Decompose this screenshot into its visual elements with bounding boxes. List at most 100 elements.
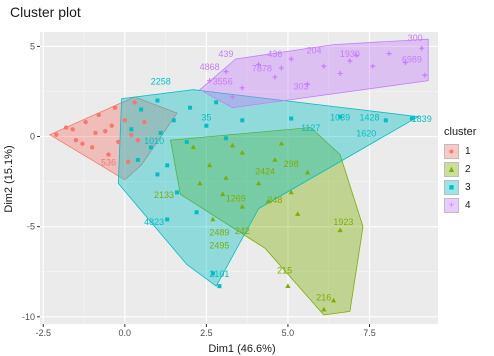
cluster-2-point-label: 1269 bbox=[226, 193, 246, 203]
cluster-2-point-label: 1923 bbox=[333, 217, 353, 227]
cluster-4-point-label: 3556 bbox=[213, 76, 233, 86]
cluster-2-point-label: 248 bbox=[267, 195, 282, 205]
cluster-1-point bbox=[112, 105, 118, 110]
cluster-4-point bbox=[337, 70, 343, 76]
cluster-4-point-label: 1930 bbox=[340, 49, 360, 59]
x-axis: -2.5 0.0 2.5 5.0 7.5 bbox=[36, 324, 376, 338]
cluster-4-point bbox=[370, 63, 376, 69]
x-tick-label: 2.5 bbox=[200, 328, 213, 338]
cluster-2-point-label: 242 bbox=[235, 226, 250, 236]
cluster-3-point-label: 1620 bbox=[356, 129, 376, 139]
y-axis-title: Dim2 (15.1%) bbox=[3, 145, 15, 212]
cluster-3-point bbox=[184, 139, 189, 144]
cluster-3-point bbox=[204, 123, 209, 128]
cluster-2-point-label: 2489 bbox=[209, 228, 229, 238]
legend-key: ■ bbox=[444, 179, 459, 195]
cluster-4-point bbox=[223, 69, 229, 75]
legend-label: 1 bbox=[465, 145, 471, 157]
cluster-2-point bbox=[278, 140, 285, 146]
cluster-4-point bbox=[305, 81, 311, 87]
cluster-3-point bbox=[129, 127, 134, 132]
cluster-2-point bbox=[304, 169, 311, 175]
cluster-4-point-label: 300 bbox=[408, 33, 423, 43]
cluster-3-hull bbox=[117, 89, 420, 287]
cluster-1-point bbox=[106, 152, 111, 157]
cluster-3-point bbox=[188, 105, 193, 110]
cluster-1-point bbox=[109, 123, 114, 128]
y-tick-label: 0 bbox=[30, 132, 35, 142]
legend-item-4: +4 bbox=[444, 196, 492, 214]
cluster-3-point-label: 1127 bbox=[301, 123, 320, 133]
cluster-2-point-label: 2424 bbox=[255, 166, 275, 176]
cluster-4-point bbox=[278, 65, 284, 71]
cluster-2-point bbox=[190, 144, 196, 150]
cluster-3-point bbox=[171, 118, 176, 123]
cluster-3-point-label: 1010 bbox=[144, 136, 164, 146]
cluster-2-point bbox=[255, 180, 262, 186]
cluster-3-point bbox=[155, 98, 160, 103]
cluster-3-point bbox=[217, 284, 222, 289]
cluster-3-point-label: 2101 bbox=[209, 269, 229, 279]
cluster-3-point bbox=[223, 136, 228, 141]
cluster-4-point bbox=[229, 94, 235, 100]
legend-label: 3 bbox=[465, 181, 471, 193]
cluster-3-point-label: 1839 bbox=[412, 114, 432, 124]
cluster-4-hull bbox=[199, 38, 429, 109]
cluster-4-point bbox=[239, 85, 245, 91]
cluster-2-point-label: 216 bbox=[316, 293, 331, 303]
cluster-2-point-label: 215 bbox=[277, 266, 292, 276]
cluster-1-point bbox=[129, 132, 134, 137]
cluster-2-point bbox=[337, 227, 343, 233]
legend-marker: ▲ bbox=[447, 163, 456, 174]
cluster-3-point-label: 1428 bbox=[359, 112, 379, 122]
cluster-2-point bbox=[210, 216, 216, 222]
cluster-3-point bbox=[139, 107, 144, 112]
cluster-2-point bbox=[229, 142, 236, 148]
legend-label: 2 bbox=[465, 163, 471, 175]
legend-key: ▲ bbox=[444, 161, 459, 177]
cluster-3-point bbox=[165, 217, 170, 222]
legend-title: cluster bbox=[444, 126, 477, 138]
cluster-3-point bbox=[194, 210, 199, 215]
x-axis-title: Dim1 (46.6%) bbox=[208, 343, 275, 355]
cluster-4-point-label: 6989 bbox=[402, 55, 422, 65]
cluster-3-point bbox=[210, 271, 215, 276]
cluster-1-point bbox=[132, 100, 137, 105]
cluster-2-point bbox=[288, 189, 294, 195]
cluster-2-point bbox=[197, 180, 203, 186]
cluster-2-point bbox=[295, 211, 301, 216]
cluster-2-point bbox=[223, 175, 229, 180]
cluster-2-point bbox=[331, 297, 337, 303]
cluster-hulls bbox=[48, 38, 429, 316]
cluster-2-hull bbox=[170, 127, 364, 316]
cluster-2-point bbox=[285, 283, 291, 288]
cluster-3-point bbox=[165, 163, 170, 168]
cluster-2-point bbox=[272, 157, 278, 162]
cluster-2-point bbox=[220, 191, 226, 197]
legend-label: 4 bbox=[465, 199, 471, 211]
x-tick-label: 7.5 bbox=[363, 328, 376, 338]
cluster-3-point bbox=[409, 116, 414, 121]
cluster-1-point bbox=[70, 127, 75, 132]
cluster-3-point bbox=[158, 130, 163, 135]
cluster-1-point bbox=[116, 139, 121, 145]
legend-item-1: ● 1 bbox=[444, 142, 492, 160]
legend-key: + bbox=[444, 197, 459, 213]
point-labels: 536 1923 242 2489 2495 248 2133 215 216 1269 2424 2… bbox=[101, 33, 432, 303]
y-tick-label: -10 bbox=[22, 312, 35, 322]
cluster-4-point-label: 439 bbox=[218, 49, 233, 59]
panel-background bbox=[40, 32, 438, 324]
x-tick-label: 0.0 bbox=[119, 328, 132, 338]
data-points bbox=[54, 45, 428, 312]
cluster-3-point bbox=[175, 190, 180, 195]
cluster-2-point bbox=[239, 204, 245, 209]
grid-lines bbox=[40, 32, 438, 324]
cluster-4-point bbox=[207, 78, 213, 84]
cluster-4-point bbox=[353, 52, 359, 58]
legend-marker: + bbox=[448, 199, 455, 210]
cluster-1-point bbox=[103, 128, 108, 134]
cluster-2-point-label: 298 bbox=[284, 159, 299, 169]
cluster-4-point bbox=[402, 60, 408, 66]
cluster-2-point-label: 2495 bbox=[209, 240, 229, 250]
